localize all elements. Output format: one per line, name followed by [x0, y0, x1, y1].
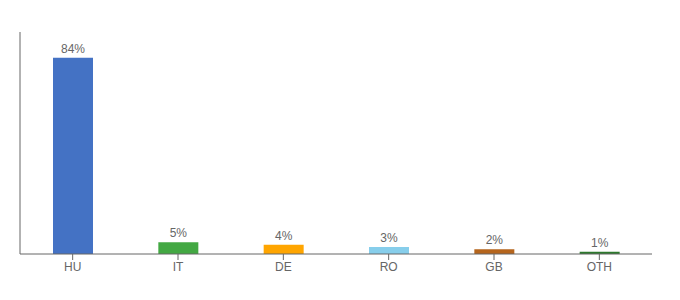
svg-text:2%: 2% [486, 233, 504, 247]
svg-text:3%: 3% [380, 231, 398, 245]
svg-text:4%: 4% [275, 229, 293, 243]
svg-text:OTH: OTH [587, 260, 612, 274]
svg-text:IT: IT [173, 260, 184, 274]
svg-text:1%: 1% [591, 236, 609, 250]
svg-text:RO: RO [380, 260, 398, 274]
svg-text:DE: DE [275, 260, 292, 274]
svg-text:84%: 84% [61, 42, 85, 56]
svg-text:GB: GB [485, 260, 502, 274]
svg-text:HU: HU [64, 260, 81, 274]
svg-text:5%: 5% [170, 226, 188, 240]
